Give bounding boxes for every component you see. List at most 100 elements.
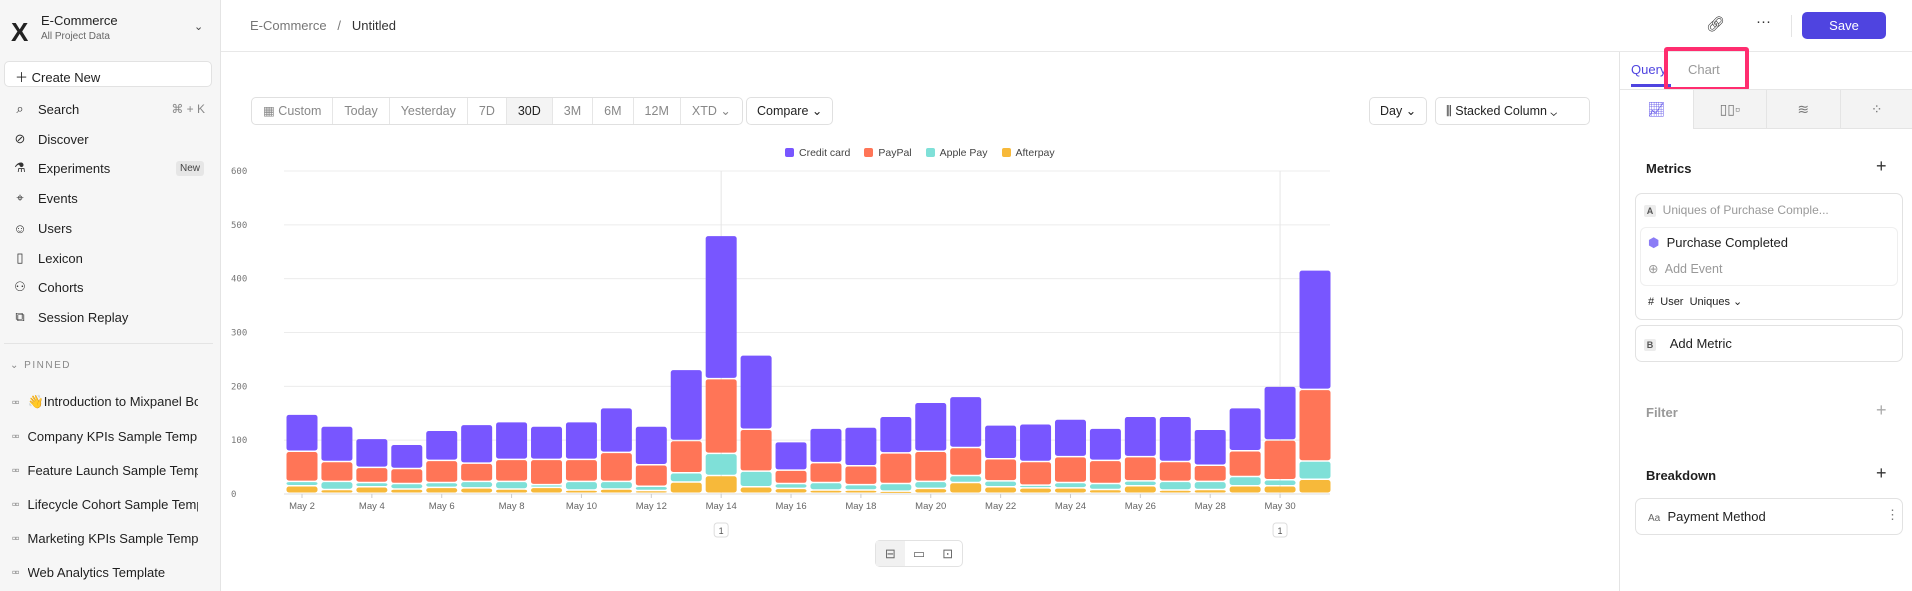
- legend-swatch: [864, 148, 874, 157]
- link-icon[interactable]: 🔗︎: [1706, 16, 1726, 33]
- y-tick-label: 0: [231, 490, 236, 500]
- pinned-item[interactable]: ▫▫ Lifecycle Cohort Sample Temp: [0, 491, 221, 517]
- add-filter-plus-icon[interactable]: +: [1876, 400, 1887, 420]
- x-tick-label: May 24: [1055, 501, 1086, 512]
- bar-segment-paypal: [286, 452, 318, 481]
- y-tick-label: 100: [231, 436, 247, 446]
- bar-segment-apple-pay: [1229, 477, 1261, 485]
- pinned-item[interactable]: ▫▫ Web Analytics Template: [0, 559, 221, 585]
- report-title[interactable]: Untitled: [351, 18, 396, 33]
- event-row[interactable]: ⬢ Purchase Completed: [1648, 235, 1788, 251]
- bar-segment-apple-pay: [1124, 481, 1156, 485]
- breakdown-card[interactable]: Aa Payment Method ⋮: [1635, 498, 1903, 535]
- board-icon: ▫▫: [12, 497, 19, 511]
- bar-segment-apple-pay: [845, 485, 877, 490]
- bar-segment-paypal: [565, 460, 597, 481]
- save-button[interactable]: Save: [1802, 12, 1886, 39]
- kebab-menu-icon[interactable]: ⋮: [1886, 507, 1899, 522]
- highlight-box: [1664, 47, 1749, 91]
- retention-icon[interactable]: ⁘: [1839, 90, 1912, 129]
- bar-segment-apple-pay: [810, 483, 842, 490]
- add-metric-plus-icon[interactable]: +: [1876, 156, 1887, 176]
- chevron-down-icon[interactable]: ⌄: [194, 21, 204, 33]
- sidebar-item-search[interactable]: ⌕ Search ⌘ + K: [0, 96, 221, 122]
- sidebar-item-session-replay[interactable]: ⧉ Session Replay: [0, 304, 221, 330]
- sidebar-item-lexicon[interactable]: ▯ Lexicon: [0, 245, 221, 271]
- pinned-item[interactable]: ▫▫ Marketing KPIs Sample Templat: [0, 525, 221, 551]
- legend-item-credit-card[interactable]: Credit card: [785, 147, 850, 159]
- date-range-today[interactable]: Today: [333, 98, 390, 124]
- add-breakdown-plus-icon[interactable]: +: [1876, 463, 1887, 483]
- add-metric-card[interactable]: B Add Metric: [1635, 325, 1903, 362]
- date-range-7d[interactable]: 7D: [468, 98, 507, 124]
- breakdown-row: Aa Payment Method: [1648, 509, 1766, 524]
- date-range-yesterday[interactable]: Yesterday: [390, 98, 468, 124]
- bar-segment-credit-card: [1124, 417, 1156, 456]
- sidebar-item-cohorts[interactable]: ⚇ Cohorts: [0, 274, 221, 300]
- chevron-down-icon: ⌄: [1402, 104, 1417, 118]
- date-range-30d[interactable]: 30D: [506, 98, 553, 124]
- bar-segment-credit-card: [950, 397, 982, 447]
- breadcrumb-project[interactable]: E-Commerce: [250, 18, 327, 33]
- compare-button[interactable]: Compare ⌄: [746, 97, 834, 125]
- bar-segment-apple-pay: [1054, 483, 1086, 488]
- tab-query[interactable]: Query: [1631, 62, 1667, 77]
- sidebar-item-discover[interactable]: ⊘ Discover: [0, 126, 221, 152]
- chart-legend: Credit card PayPal Apple Pay Afterpay: [785, 147, 1055, 159]
- bar-segment-paypal: [1124, 457, 1156, 481]
- measure-select[interactable]: Uniques: [1689, 296, 1730, 308]
- active-tab-indicator: [1631, 84, 1671, 87]
- mixpanel-logo: X: [11, 17, 29, 47]
- split-view-icon[interactable]: ⊟: [876, 541, 905, 566]
- pinned-item[interactable]: ▫▫ Company KPIs Sample Templat: [0, 423, 221, 449]
- interval-select[interactable]: Day ⌄: [1369, 97, 1428, 125]
- date-range-custom[interactable]: ▦ Custom: [252, 98, 334, 124]
- group-icon: ⚇: [14, 279, 26, 294]
- sidebar-item-experiments[interactable]: ⚗ Experiments New: [0, 155, 221, 181]
- legend-item-paypal[interactable]: PayPal: [864, 147, 912, 159]
- sidebar-item-users[interactable]: ☺ Users: [0, 215, 221, 241]
- x-tick-label: May 28: [1195, 501, 1226, 512]
- nav-label: Cohorts: [38, 279, 84, 295]
- table-view-icon[interactable]: ⊡: [942, 546, 954, 561]
- y-tick-label: 600: [231, 167, 247, 177]
- insights-icon[interactable]: 📈︎: [1620, 90, 1693, 129]
- pinned-item[interactable]: ▫▫ 👋Introduction to Mixpanel Bo: [0, 389, 221, 415]
- chart-type-label: Stacked Column: [1455, 104, 1547, 118]
- date-range-xtd[interactable]: XTD ⌄: [681, 98, 742, 124]
- chart-type-select[interactable]: ⫼ Stacked Column ⌄: [1435, 97, 1590, 125]
- bar-segment-paypal: [600, 453, 632, 481]
- date-range-6m[interactable]: 6M: [593, 98, 634, 124]
- bar-segment-afterpay: [1229, 486, 1261, 493]
- date-range-3m[interactable]: 3M: [553, 98, 594, 124]
- tab-chart[interactable]: Chart: [1688, 62, 1720, 77]
- date-range-12m[interactable]: 12M: [634, 98, 681, 124]
- metrics-heading: Metrics: [1646, 161, 1692, 176]
- create-new-button[interactable]: ＋ Create New: [4, 61, 212, 87]
- sidebar-item-events[interactable]: ⌖ Events: [0, 185, 221, 211]
- bar-segment-afterpay: [356, 487, 388, 493]
- add-event-button[interactable]: ⊕ Add Event: [1648, 261, 1722, 276]
- chart-only-view-icon[interactable]: ▭: [912, 546, 926, 561]
- more-icon[interactable]: ···: [1756, 13, 1771, 30]
- project-scope[interactable]: All Project Data: [41, 31, 110, 42]
- legend-item-afterpay[interactable]: Afterpay: [1001, 147, 1055, 159]
- legend-label: PayPal: [878, 147, 912, 159]
- metric-card-a[interactable]: A Uniques of Purchase Comple... ⬢ Purcha…: [1635, 193, 1903, 320]
- bar-segment-afterpay: [600, 489, 632, 493]
- measure-row[interactable]: # User Uniques ⌄: [1648, 295, 1742, 308]
- nav-label: Lexicon: [38, 250, 83, 266]
- legend-item-apple-pay[interactable]: Apple Pay: [925, 147, 988, 159]
- board-icon: ▫▫: [12, 463, 19, 477]
- flows-icon[interactable]: ≋: [1766, 90, 1840, 129]
- annotation-marker: [1272, 522, 1288, 538]
- pinned-item[interactable]: ▫▫ Feature Launch Sample Templa: [0, 457, 221, 483]
- funnels-icon[interactable]: ▯▯▫: [1692, 90, 1766, 129]
- pinned-header[interactable]: ⌄ PINNED: [10, 360, 71, 371]
- project-name[interactable]: E-Commerce: [41, 13, 118, 28]
- bar-segment-afterpay: [985, 487, 1017, 493]
- bar-segment-paypal: [740, 429, 772, 471]
- bar-segment-afterpay: [1299, 480, 1331, 493]
- metric-title-text[interactable]: Uniques of Purchase Comple...: [1662, 203, 1829, 217]
- legend-label: Credit card: [799, 147, 851, 159]
